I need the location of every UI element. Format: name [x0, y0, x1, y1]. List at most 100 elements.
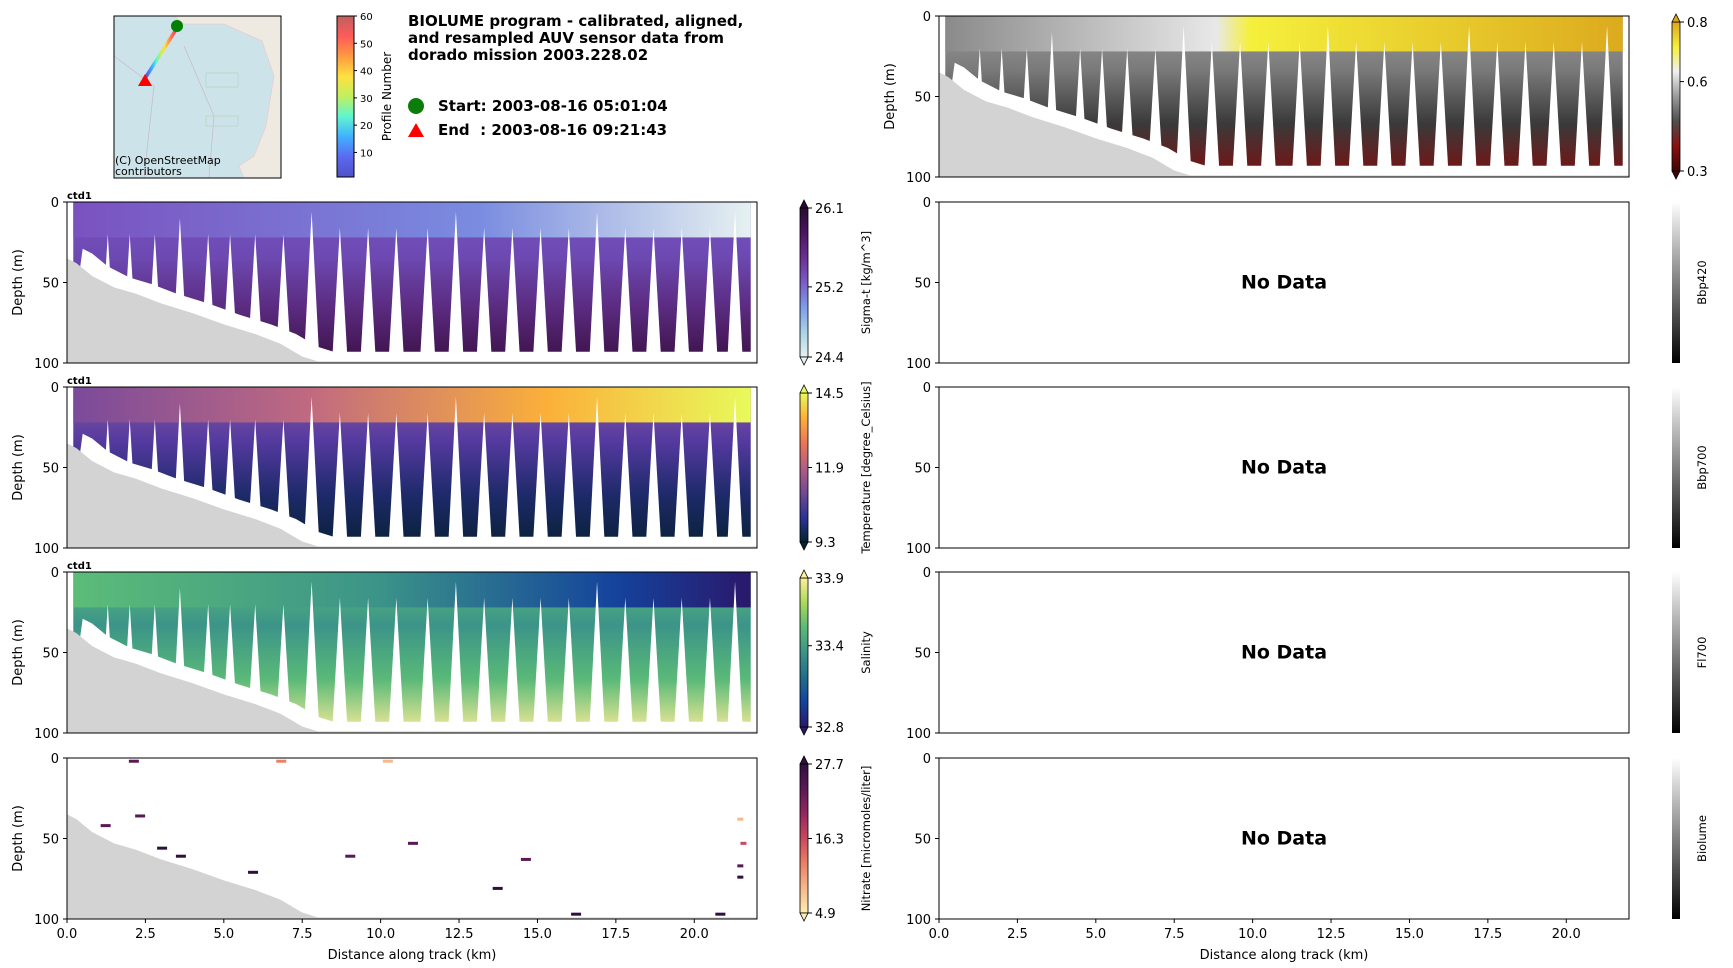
y-tick-label: 0 — [923, 381, 931, 396]
colorbar-label: Biolume — [1695, 815, 1709, 862]
colorbar-tick-label: 30 — [360, 94, 373, 105]
profile-gap — [1461, 25, 1477, 177]
profile-gap — [448, 211, 464, 363]
y-tick-label: 0 — [51, 196, 59, 211]
profile-gap — [645, 412, 662, 548]
seafloor — [939, 72, 1629, 177]
colorbar-tick-label: 33.4 — [815, 640, 844, 655]
x-axis-label: Distance along track (km) — [1200, 948, 1369, 963]
profile-gap — [589, 396, 605, 548]
end-legend: End : 2003-08-16 09:21:43 — [408, 121, 667, 139]
colorbar-tick-label: 40 — [360, 67, 373, 78]
profile-gap — [360, 412, 376, 548]
colorbar-tick-label: 4.9 — [815, 907, 836, 922]
profile-gap — [645, 227, 662, 363]
y-tick-label: 0 — [51, 566, 59, 581]
profile-gap — [332, 412, 348, 548]
colorbar-label: Temperature [degree_Celsius] — [859, 381, 873, 554]
x-tick-label: 12.5 — [445, 927, 474, 942]
profile-gap — [419, 412, 436, 548]
title-line-3: dorado mission 2003.228.02 — [408, 46, 649, 64]
y-axis-label: Depth (m) — [11, 805, 26, 872]
colorbar-extend-top — [799, 199, 809, 209]
profile-gap — [476, 597, 492, 733]
source-label: ctd1 — [67, 561, 92, 572]
profile-gap — [589, 211, 605, 363]
seafloor — [67, 443, 757, 548]
profile-gap — [727, 396, 743, 548]
profile-gap — [476, 227, 492, 363]
profile-colorbar-label: Profile Number — [380, 52, 394, 141]
start-legend: Start: 2003-08-16 05:01:04 — [408, 97, 668, 115]
y-tick-label: 50 — [42, 647, 59, 662]
profile-gap — [702, 412, 718, 548]
colorbar-tick-label: 26.1 — [815, 202, 844, 217]
colorbar-extend-top — [1671, 13, 1681, 23]
colorbar — [799, 207, 809, 358]
profile-gap — [560, 412, 577, 548]
x-tick-label: 10.0 — [366, 927, 395, 942]
source-label: ctd1 — [67, 191, 92, 202]
panel-salinity: 0 50 100 Depth (m) ctd1 32.8 33.4 33.9 Salinity — [11, 561, 873, 742]
x-tick-label: 5.0 — [213, 927, 234, 942]
nitrate-point — [520, 857, 531, 861]
colorbar-extend-top — [799, 569, 809, 579]
nitrate-point — [128, 759, 139, 763]
colorbar-tick-label: 32.8 — [815, 721, 844, 736]
y-tick-label: 100 — [906, 913, 931, 928]
x-tick-label: 10.0 — [1238, 927, 1267, 942]
figure-title: BIOLUME program - calibrated, aligned, a… — [408, 13, 808, 64]
surface-layer — [73, 572, 751, 608]
panel-bbp420: 0 50 100 No Data Bbp420 — [906, 196, 1709, 372]
colorbar-extend-bottom — [799, 356, 809, 366]
y-tick-label: 50 — [914, 462, 931, 477]
profile-gap — [560, 227, 577, 363]
profile-gap — [1404, 41, 1421, 177]
profile-gap — [1348, 41, 1364, 177]
colorbar-label: Bbp700 — [1695, 445, 1709, 489]
x-tick-label: 20.0 — [680, 927, 709, 942]
no-data-annotation: No Data — [1241, 272, 1327, 294]
nitrate-point — [408, 841, 418, 845]
nitrate-point — [737, 864, 744, 868]
profile-gap — [673, 412, 690, 548]
profile-gap — [617, 597, 634, 733]
seafloor — [67, 628, 757, 733]
colorbar-label: Dissolved Oxygen [ml/l] — [1731, 28, 1733, 166]
y-tick-label: 0 — [51, 381, 59, 396]
colorbar-tick-label: 0.8 — [1687, 16, 1708, 31]
x-tick-label: 7.5 — [292, 927, 313, 942]
colorbar — [1672, 387, 1680, 548]
x-tick-label: 15.0 — [1395, 927, 1424, 942]
y-tick-label: 50 — [914, 277, 931, 292]
panel-fl700: 0 50 100 No Data Fl700 — [906, 566, 1709, 742]
colorbar-label: Salinity — [859, 631, 873, 674]
map-protected-area — [205, 115, 239, 127]
colorbar — [799, 392, 809, 543]
profile-gap — [504, 227, 521, 363]
y-tick-label: 50 — [42, 833, 59, 848]
profile-gap — [504, 412, 521, 548]
colorbar-label: Sigma-t [kg/m^3] — [859, 231, 873, 334]
y-tick-label: 100 — [34, 727, 59, 742]
colorbar-extend-bottom — [1671, 170, 1681, 180]
x-axis-label: Distance along track (km) — [328, 948, 497, 963]
profile-gap — [1204, 41, 1220, 177]
colorbar-extend-bottom — [799, 912, 809, 922]
y-axis-label: Depth (m) — [11, 434, 26, 501]
colorbar — [1672, 572, 1680, 733]
nitrate-point — [100, 824, 111, 828]
y-tick-label: 50 — [914, 647, 931, 662]
profile-gap — [303, 211, 320, 363]
title-line-2: and resampled AUV sensor data from — [408, 29, 725, 47]
colorbar-tick-label: 16.3 — [815, 833, 844, 848]
profile-gap — [303, 396, 320, 548]
panel-nitrate: 0 50 100 Depth (m) 0.0 2.5 5.0 7.5 10.0 12.5 15.0 1… — [11, 752, 873, 963]
x-tick-label: 12.5 — [1317, 927, 1346, 942]
y-axis-label: Depth (m) — [11, 249, 26, 316]
nitrate-point — [382, 759, 393, 763]
nitrate-point — [135, 814, 146, 818]
profile-gap — [1574, 41, 1590, 177]
